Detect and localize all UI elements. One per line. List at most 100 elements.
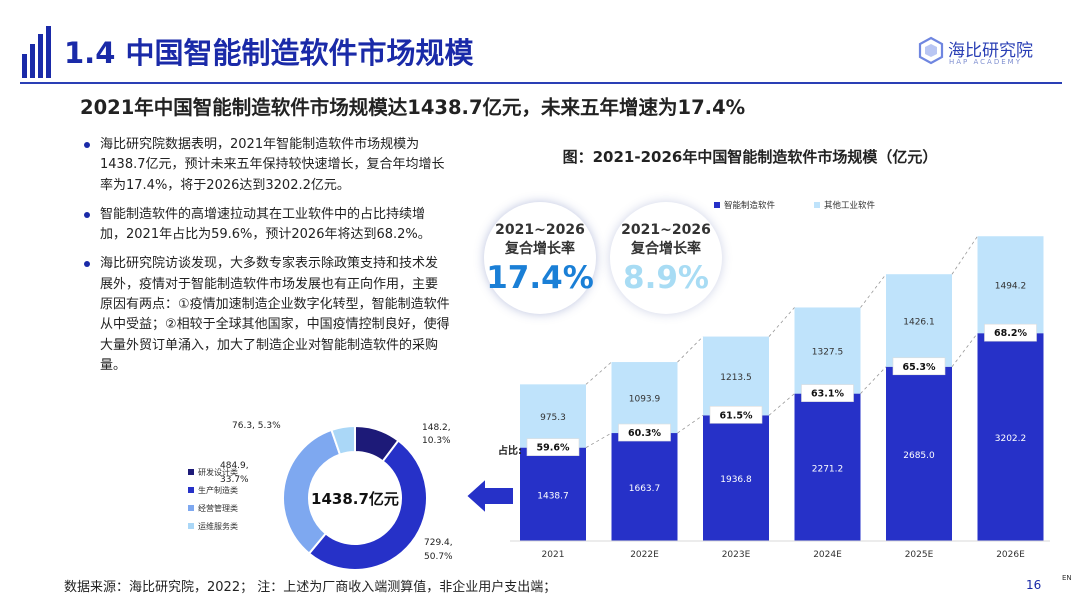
language-badge: EN xyxy=(1062,574,1072,582)
source-note: 数据来源：海比研究院，2022； 注：上述为厂商收入端测算值，非企业用户支出端； xyxy=(64,580,557,595)
value-label-other-2021: 975.3 xyxy=(540,413,566,423)
trend-line-share xyxy=(768,393,795,416)
tick-label-2022E: 2022E xyxy=(630,550,659,560)
bar-other-2025E xyxy=(886,274,952,367)
cube-logo-icon xyxy=(918,36,944,65)
brand-logo: 海比研究院 HAP ACADEMY xyxy=(918,36,1058,76)
bullet-dot-icon xyxy=(84,211,90,218)
bullet-item: 海比研究院访谈发现，大多数专家表示除政策支持和技术发展外，疫情对于智能制造软件市… xyxy=(78,254,450,376)
value-label-other-2025E: 1426.1 xyxy=(903,317,935,327)
bar-smart-2022E xyxy=(611,433,678,541)
bar-other-2021 xyxy=(520,384,586,448)
share-label-2021: 59.6% xyxy=(537,443,570,454)
bar-smart-2021 xyxy=(520,447,586,541)
slice-pct-management: 33.7% xyxy=(220,475,249,485)
bar-chart: 智能制造软件 其他工业软件 1438.7 975.3 2021 1663.7 1093.… xyxy=(498,200,1050,560)
slide-title: 1.4 中国智能制造软件市场规模 xyxy=(64,36,474,70)
share-label-2026E: 68.2% xyxy=(994,328,1027,339)
value-label-smart-2026E: 3202.2 xyxy=(995,434,1027,444)
cagr-label: 复合增长率 xyxy=(631,241,701,257)
trend-line-top xyxy=(951,236,978,275)
donut-slices xyxy=(282,424,428,571)
legend-item-ops: 运维服务类 xyxy=(188,517,238,535)
trend-line-top xyxy=(585,361,612,385)
bullet-dot-icon xyxy=(84,142,90,148)
bullet-list: 海比研究院数据表明，2021年智能制造软件市场规模为1438.7亿元，预计未来五… xyxy=(78,135,450,385)
value-label-smart-2025E: 2685.0 xyxy=(903,451,935,461)
cagr-circle-smart: 2021~2026 复合增长率 17.4% xyxy=(484,202,596,314)
slice-label-ops: 76.3, 5.3% xyxy=(232,421,281,431)
legend-item-management: 经营管理类 xyxy=(188,499,238,517)
bullet-text: 海比研究院数据表明，2021年智能制造软件市场规模为1438.7亿元，预计未来五… xyxy=(100,137,445,193)
trend-line-share xyxy=(951,332,978,368)
logo-bars-icon xyxy=(22,26,51,78)
share-label-2025E: 65.3% xyxy=(903,362,936,373)
legend-swatch xyxy=(188,487,194,493)
slide-subtitle: 2021年中国智能制造软件市场规模达1438.7亿元，未来五年增速为17.4% xyxy=(80,96,746,119)
slice-pct-rd: 10.3% xyxy=(422,436,451,446)
brand-name: 海比研究院 xyxy=(948,41,1033,61)
bullet-text: 智能制造软件的高增速拉动其在工业软件中的占比持续增加，2021年占比为59.6%… xyxy=(100,206,431,243)
share-label-2023E: 61.5% xyxy=(720,410,753,421)
legend-swatch xyxy=(188,523,194,529)
trend-line-share xyxy=(677,414,704,434)
cagr-value: 17.4% xyxy=(486,260,594,296)
donut-labels: 148.2, 10.3% 729.4, 50.7% 484.9, 33.7% 7… xyxy=(220,421,453,562)
cagr-years: 2021~2026 xyxy=(495,222,585,238)
value-label-other-2026E: 1494.2 xyxy=(995,282,1027,292)
tick-label-2026E: 2026E xyxy=(996,550,1025,560)
tick-label-2025E: 2025E xyxy=(905,550,934,560)
brand-subtitle: HAP ACADEMY xyxy=(949,58,1022,66)
bar-other-2024E xyxy=(794,307,861,394)
chart-title: 图：2021-2026年中国智能制造软件市场规模（亿元） xyxy=(562,148,938,166)
bar-other-2022E xyxy=(611,362,678,434)
bullet-item: 智能制造软件的高增速拉动其在工业软件中的占比持续增加，2021年占比为59.6%… xyxy=(78,205,450,246)
share-label-2022E: 60.3% xyxy=(628,428,661,439)
bar-smart-2023E xyxy=(703,415,769,541)
donut-legend: 研发设计类 生产制造类 经营管理类 运维服务类 xyxy=(188,463,238,535)
tick-label-2023E: 2023E xyxy=(722,550,751,560)
cagr-value: 8.9% xyxy=(623,260,709,296)
share-box-2021 xyxy=(526,438,580,456)
value-label-smart-2024E: 2271.2 xyxy=(812,464,844,474)
legend-label: 经营管理类 xyxy=(198,503,238,513)
slice-pct-production: 50.7% xyxy=(424,552,453,562)
page-number: 16 xyxy=(1026,578,1042,592)
share-box-2025E xyxy=(892,357,946,376)
legend-label-smart: 智能制造软件 xyxy=(724,200,776,211)
bullet-dot-icon xyxy=(84,261,90,268)
legend-label: 研发设计类 xyxy=(198,467,238,477)
donut-center-label: 1438.7亿元 xyxy=(311,490,399,508)
value-label-smart-2023E: 1936.8 xyxy=(720,475,752,485)
value-label-smart-2021: 1438.7 xyxy=(537,491,569,501)
bar-smart-2026E xyxy=(977,333,1044,541)
legend-swatch-smart xyxy=(714,202,720,208)
share-box-2023E xyxy=(709,406,763,424)
donut-slice-1 xyxy=(307,439,428,571)
trend-line-top xyxy=(860,273,887,308)
share-label-2024E: 63.1% xyxy=(811,389,844,400)
value-label-smart-2022E: 1663.7 xyxy=(629,484,661,494)
slice-label-rd: 148.2, xyxy=(422,423,451,433)
legend-label: 运维服务类 xyxy=(198,521,238,531)
trend-line-top xyxy=(677,336,704,363)
cagr-circle-other: 2021~2026 复合增长率 8.9% xyxy=(610,202,722,314)
value-label-other-2023E: 1213.5 xyxy=(720,373,752,383)
legend-item-production: 生产制造类 xyxy=(188,481,238,499)
bar-other-2026E xyxy=(977,236,1044,334)
legend-label: 生产制造类 xyxy=(198,485,238,495)
share-box-2024E xyxy=(801,384,854,402)
donut-chart: 148.2, 10.3% 729.4, 50.7% 484.9, 33.7% 7… xyxy=(220,421,453,571)
cagr-years: 2021~2026 xyxy=(621,222,711,238)
trend-line-top xyxy=(768,307,795,337)
tick-label-2024E: 2024E xyxy=(813,550,842,560)
cagr-label: 复合增长率 xyxy=(505,241,575,257)
legend-swatch xyxy=(188,505,194,511)
bar-smart-2025E xyxy=(886,366,952,541)
legend: 智能制造软件 其他工业软件 xyxy=(714,200,876,211)
trend-line-share xyxy=(585,432,612,448)
tick-label-2021: 2021 xyxy=(542,550,565,560)
share-box-2026E xyxy=(984,323,1037,342)
bullet-item: 海比研究院数据表明，2021年智能制造软件市场规模为1438.7亿元，预计未来五… xyxy=(78,135,450,196)
value-label-other-2024E: 1327.5 xyxy=(812,348,844,358)
